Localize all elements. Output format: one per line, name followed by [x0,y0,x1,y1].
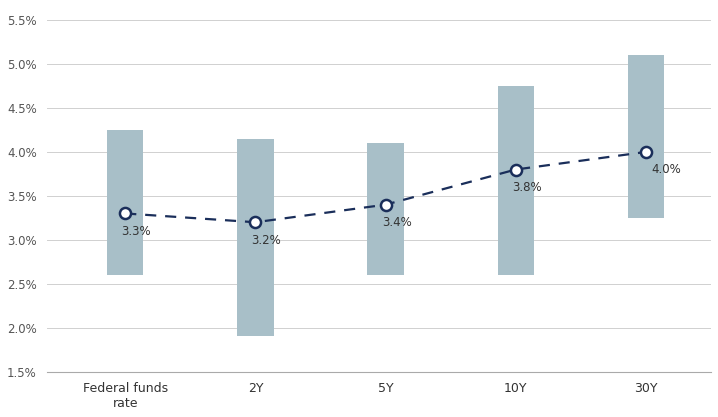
Text: 3.2%: 3.2% [251,234,281,247]
Bar [628,55,664,218]
Bar [368,143,404,275]
Bar [107,130,144,275]
Bar [498,86,534,275]
Text: 4.0%: 4.0% [651,163,681,176]
Bar [237,139,274,337]
Text: 3.3%: 3.3% [121,225,151,238]
Text: 3.4%: 3.4% [382,216,411,229]
Text: 3.8%: 3.8% [512,181,541,194]
